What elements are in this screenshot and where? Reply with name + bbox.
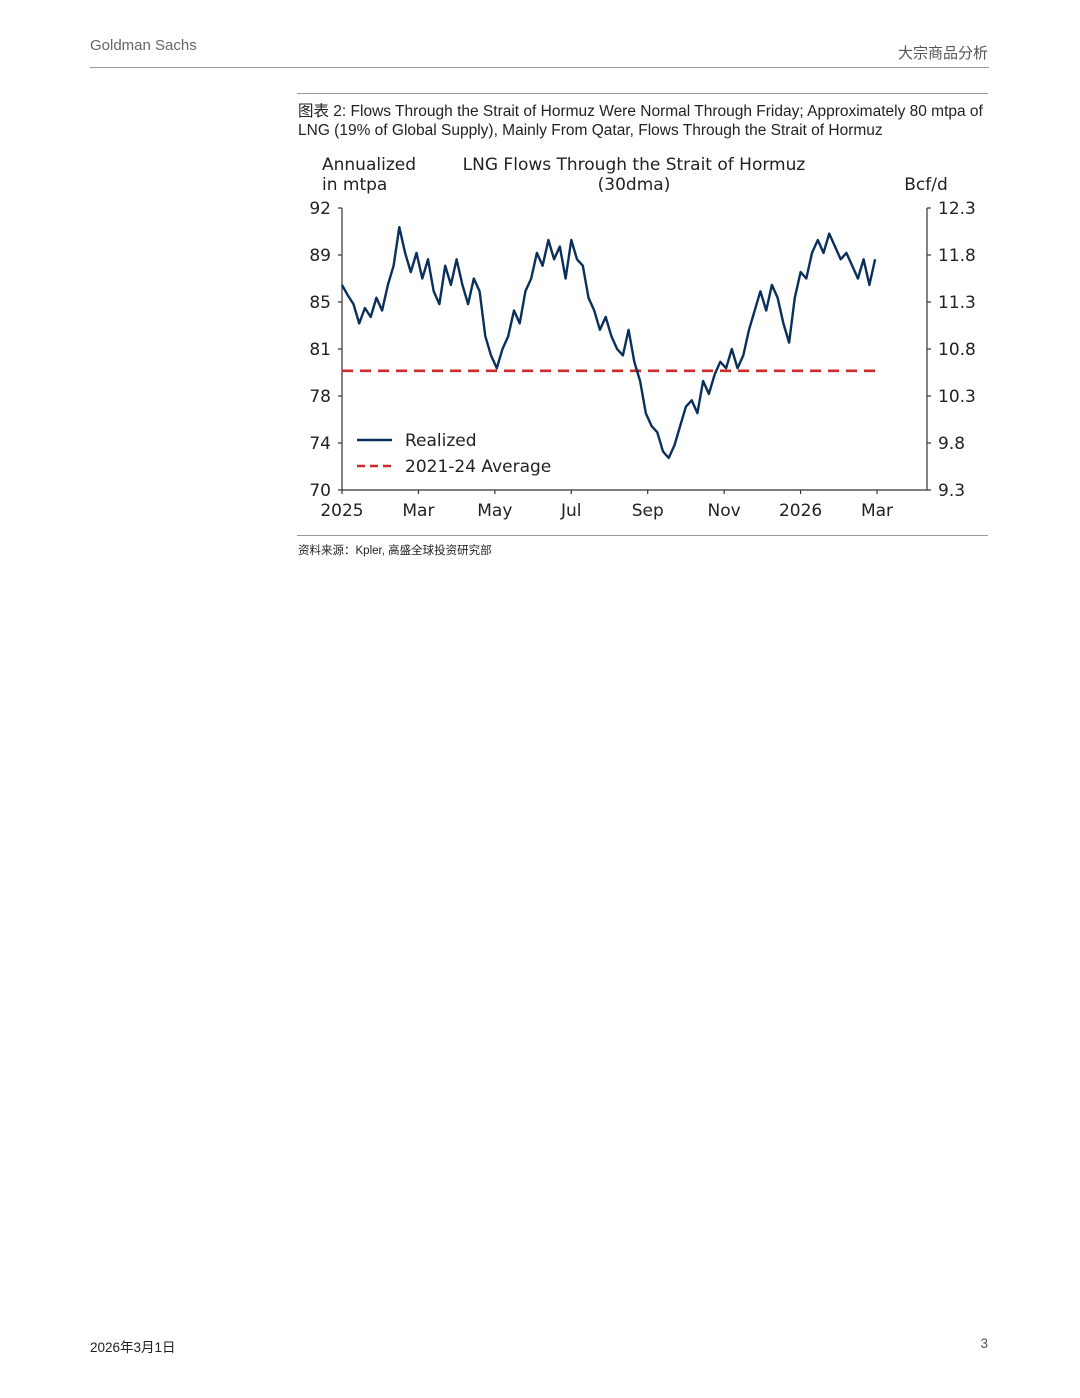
right-axis-label: Bcf/d [904, 175, 948, 195]
y-right-tick-label: 11.3 [938, 293, 976, 313]
x-ticks: 2025 Mar May Jul Sep Nov 2026 Mar [320, 490, 893, 521]
x-tick-label: Jul [560, 501, 582, 521]
x-tick-label: 2026 [779, 501, 822, 521]
left-ticks [338, 207, 342, 491]
chart-title-line1: LNG Flows Through the Strait of Hormuz [463, 155, 806, 175]
y-right-tick-label: 12.3 [938, 199, 976, 219]
legend: Realized 2021-24 Average [357, 431, 551, 477]
right-ticks [927, 207, 931, 491]
section-title: 大宗商品分析 [897, 45, 988, 62]
x-tick-label: Nov [708, 501, 741, 521]
y-left-tick-label: 92 [309, 199, 331, 219]
page-number: 3 [980, 1336, 988, 1351]
left-axis-label-line2: in mtpa [322, 175, 387, 195]
y-right-tick-label: 9.3 [938, 481, 965, 501]
figure-source: 资料来源：Kpler, 高盛全球投资研究部 [298, 545, 492, 557]
figure-bottom-divider [297, 535, 988, 536]
lng-flow-chart: Annualized in mtpa LNG Flows Through the… [297, 146, 988, 526]
brand-name: Goldman Sachs [90, 37, 197, 54]
y-right-tick-label: 10.8 [938, 340, 976, 360]
x-tick-label: 2025 [320, 501, 363, 521]
y-left-tick-label: 85 [309, 293, 331, 313]
legend-average-label: 2021-24 Average [405, 457, 551, 477]
x-tick-label: Mar [402, 501, 434, 521]
left-axis-label-line1: Annualized [322, 155, 416, 175]
x-tick-label: Sep [632, 501, 664, 521]
figure-caption: 图表 2: Flows Through the Strait of Hormuz… [298, 103, 983, 139]
chart-svg: Annualized in mtpa LNG Flows Through the… [309, 155, 976, 521]
chart-title-line2: (30dma) [598, 175, 671, 195]
x-tick-label: Mar [861, 501, 893, 521]
y-left-tick-label: 78 [309, 387, 331, 407]
x-tick-label: May [477, 501, 512, 521]
header-divider [90, 67, 989, 68]
y-right-tick-label: 10.3 [938, 387, 976, 407]
y-right-tick-label: 9.8 [938, 434, 965, 454]
legend-realized-label: Realized [405, 431, 477, 451]
footer-date: 2026年3月1日 [90, 1340, 176, 1355]
figure-top-divider [297, 93, 988, 94]
y-left-tick-label: 89 [309, 246, 331, 266]
y-left-tick-label: 70 [309, 481, 331, 501]
y-right-tick-label: 11.8 [938, 246, 976, 266]
y-left-tick-label: 74 [309, 434, 331, 454]
realized-line-series [340, 226, 877, 460]
y-left-tick-label: 81 [309, 340, 331, 360]
